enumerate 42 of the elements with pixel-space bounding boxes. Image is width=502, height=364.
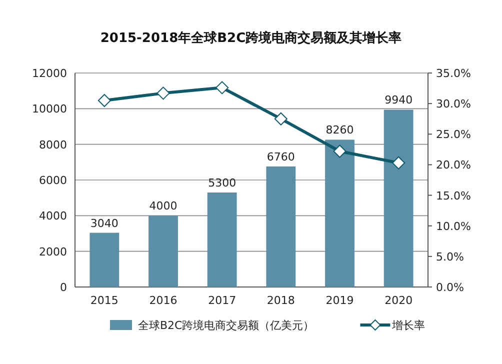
bar	[266, 166, 296, 287]
legend-label: 全球B2C跨境电商交易额（亿美元）	[138, 319, 314, 332]
x-tick-label: 2016	[149, 294, 178, 307]
y2-tick-label: 20.0%	[436, 158, 471, 172]
y2-tick-label: 10.0%	[436, 220, 471, 233]
data-label: 6760	[266, 150, 295, 164]
y-tick-label: 6000	[39, 174, 67, 187]
x-tick-label: 2020	[384, 294, 413, 307]
bar	[148, 216, 178, 287]
y-tick-label: 0	[60, 281, 67, 294]
data-label: 8260	[326, 124, 354, 137]
data-label: 9940	[384, 94, 413, 107]
data-label: 5300	[208, 176, 236, 190]
data-label: 4000	[149, 200, 178, 213]
point	[274, 112, 288, 126]
point	[156, 86, 170, 100]
y2-tick-label: 30.0%	[436, 98, 471, 111]
y-tick-label: 8000	[39, 138, 67, 152]
point	[98, 94, 111, 108]
y-tick-label: 10000	[32, 102, 67, 116]
point	[333, 144, 346, 158]
x-tick-label: 2015	[90, 294, 118, 307]
bar	[90, 232, 120, 287]
y-tick-label: 2000	[39, 245, 67, 258]
legend-label: 增长率	[391, 319, 426, 332]
bar	[384, 110, 414, 287]
y2-tick-label: 25.0%	[436, 128, 471, 142]
bar	[325, 140, 354, 287]
bar	[207, 192, 237, 287]
y2-tick-label: 0.0%	[436, 281, 464, 294]
y-tick-label: 4000	[39, 210, 67, 223]
x-tick-label: 2019	[326, 294, 354, 307]
data-label: 3040	[90, 216, 118, 230]
point	[216, 81, 229, 94]
y2-tick-label: 5.0%	[436, 250, 464, 264]
y2-tick-label: 35.0%	[436, 67, 471, 80]
y2-tick-label: 15.0%	[436, 189, 471, 202]
y-tick-label: 12000	[32, 67, 67, 80]
point	[392, 156, 406, 170]
chart-title: 2015-2018年全球B2C跨境电商交易额及其增长率	[100, 30, 402, 46]
x-tick-label: 2018	[266, 294, 295, 307]
x-tick-label: 2017	[208, 294, 236, 307]
